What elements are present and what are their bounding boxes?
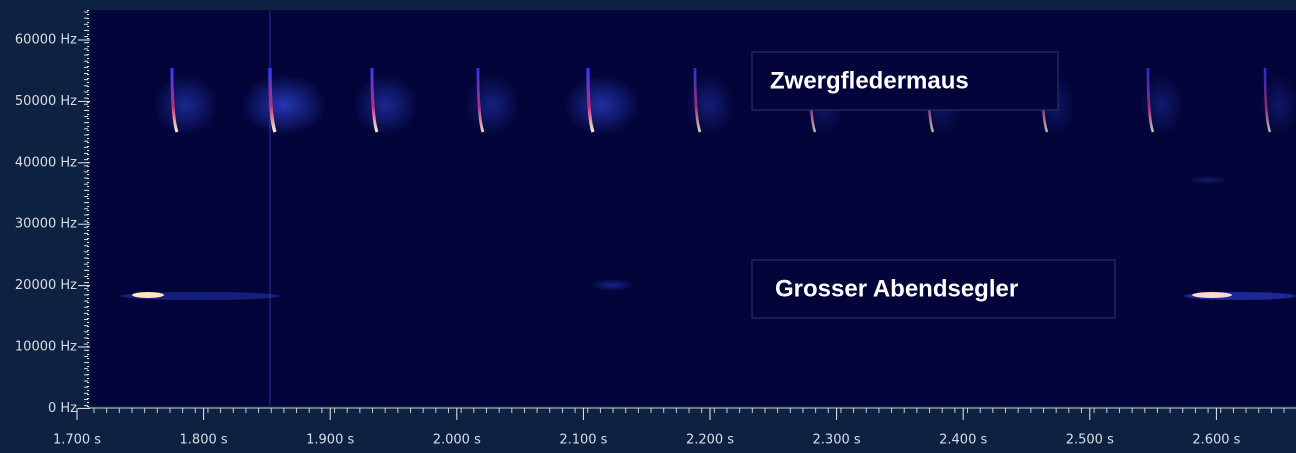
x-tick-label: 2.100 s bbox=[559, 433, 607, 448]
annotation-box bbox=[751, 259, 1116, 319]
x-tick-label: 2.000 s bbox=[433, 433, 481, 448]
call bbox=[586, 67, 595, 133]
y-tick-label: 30000 Hz bbox=[15, 217, 77, 232]
y-tick-label: 60000 Hz bbox=[15, 33, 77, 48]
y-tick-label: 10000 Hz bbox=[15, 340, 77, 355]
x-tick-label: 1.700 s bbox=[53, 433, 101, 448]
call-glow bbox=[1188, 176, 1228, 184]
x-tick-label: 2.600 s bbox=[1192, 433, 1240, 448]
y-tick-label: 50000 Hz bbox=[15, 94, 77, 109]
call-glow bbox=[564, 75, 640, 135]
call bbox=[170, 67, 179, 133]
call-glow bbox=[154, 75, 218, 135]
call bbox=[132, 292, 164, 298]
call bbox=[1192, 292, 1232, 298]
annotation: Grosser Abendsegler bbox=[775, 275, 1018, 302]
y-tick-label: 40000 Hz bbox=[15, 155, 77, 170]
call bbox=[693, 67, 702, 133]
call bbox=[268, 67, 277, 133]
x-tick-label: 2.400 s bbox=[939, 433, 987, 448]
x-tick-label: 1.800 s bbox=[180, 433, 228, 448]
call-glow bbox=[241, 75, 327, 135]
call-glow bbox=[590, 279, 634, 291]
x-tick-label: 2.300 s bbox=[813, 433, 861, 448]
call bbox=[370, 67, 379, 133]
call-glow bbox=[465, 75, 519, 135]
call-glow bbox=[1260, 75, 1296, 135]
call-glow bbox=[684, 75, 734, 135]
x-tick-label: 2.500 s bbox=[1066, 433, 1114, 448]
x-tick-label: 1.900 s bbox=[306, 433, 354, 448]
call bbox=[476, 67, 485, 133]
y-tick-label: 0 Hz bbox=[48, 401, 77, 416]
annotation: Zwergfledermaus bbox=[770, 67, 969, 94]
call bbox=[1263, 67, 1272, 133]
call-glow bbox=[354, 75, 418, 135]
annotation-box bbox=[751, 51, 1059, 111]
y-tick-label: 20000 Hz bbox=[15, 278, 77, 293]
x-tick-label: 2.200 s bbox=[686, 433, 734, 448]
call bbox=[1146, 67, 1155, 133]
